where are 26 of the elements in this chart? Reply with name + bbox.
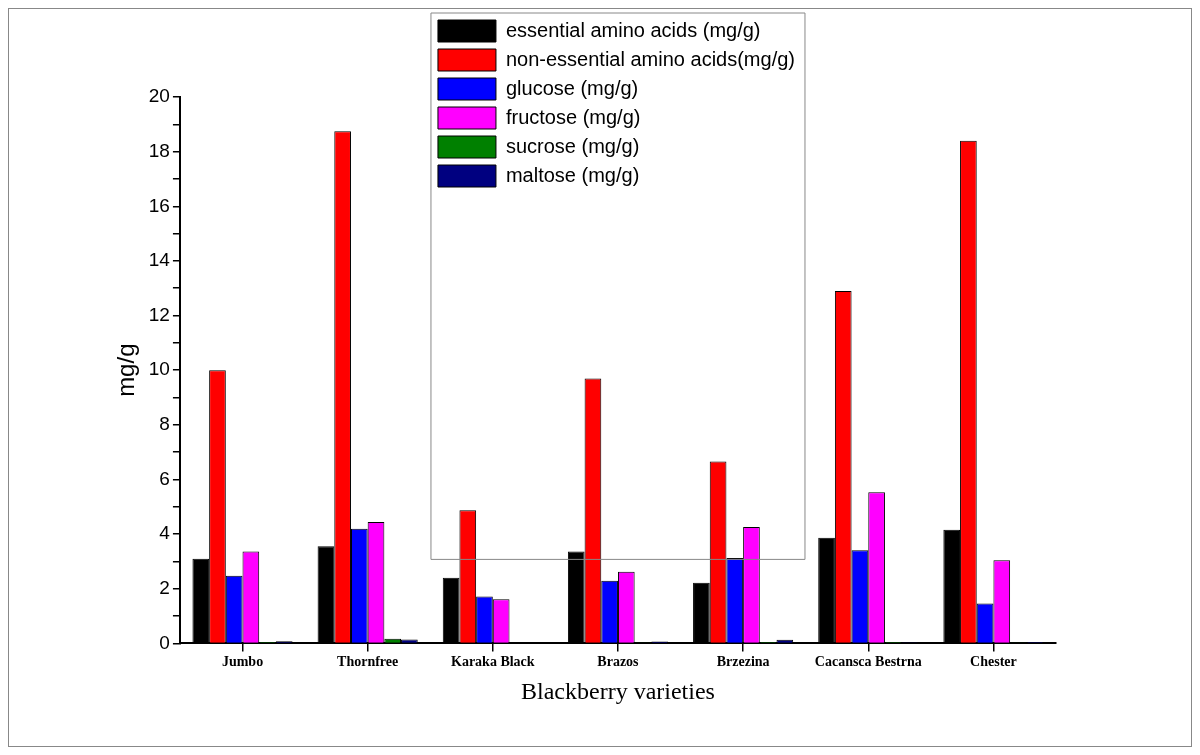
y-axis-title: mg/g [112, 343, 140, 397]
x-tick-label: Karaka Black [451, 654, 535, 670]
y-tick-label: 12 [148, 303, 170, 325]
legend-label: glucose (mg/g) [505, 76, 639, 99]
y-tick-label: 14 [148, 249, 171, 271]
x-tick-label: Brzezina [716, 654, 770, 670]
y-tick-label: 0 [159, 631, 170, 653]
y-tick-label: 20 [148, 85, 170, 107]
x-tick-label: Thornfree [337, 654, 399, 670]
x-tick-label: Cacansca Bestrna [814, 654, 922, 670]
legend-label: fructose (mg/g) [505, 105, 641, 128]
legend-label: maltose (mg/g) [505, 163, 640, 186]
x-tick-label: Chester [970, 654, 1017, 670]
legend-label: sucrose (mg/g) [505, 134, 640, 157]
y-tick-label: 6 [159, 467, 170, 489]
legend-label: essential amino acids (mg/g) [505, 18, 761, 41]
y-tick-label: 18 [148, 139, 170, 161]
y-tick-label: 4 [159, 522, 171, 544]
x-tick-label: Brazos [597, 654, 640, 670]
y-tick-label: 8 [159, 413, 170, 435]
y-tick-label: 10 [148, 358, 170, 380]
y-tick-label: 16 [148, 194, 170, 216]
x-axis-title: Blackberry varieties [521, 677, 715, 704]
x-tick-label: Jumbo [221, 654, 264, 670]
y-tick-label: 2 [159, 576, 170, 598]
legend-label: non-essential amino acids(mg/g) [505, 47, 795, 70]
